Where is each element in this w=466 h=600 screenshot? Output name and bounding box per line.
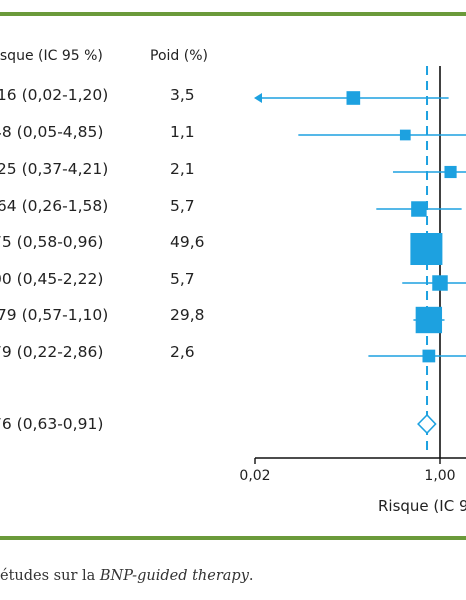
study-3-rr-text: ,25 (0,37-4,21)	[0, 160, 109, 178]
caption-italic: BNP-guided therapy	[99, 568, 249, 584]
risk-ratio-column-header: isque (IC 95 %)	[0, 48, 103, 64]
study-4-weight: 5,7	[170, 197, 195, 215]
study-8-weight: 2,6	[170, 343, 195, 361]
bottom-rule	[0, 536, 466, 540]
study-5-point	[410, 233, 443, 265]
study-7-rr-text: ,79 (0,57-1,10)	[0, 306, 109, 324]
x-tick-label: 1,00	[424, 468, 455, 484]
study-3-point	[444, 165, 457, 179]
pooled-rr-text: 76 (0,63-0,91)	[0, 415, 104, 433]
top-rule	[0, 12, 466, 16]
figure-caption: études sur la BNP-guided therapy.	[0, 568, 254, 584]
weight-column-header: Poid (%)	[150, 48, 208, 64]
x-tick-label: 0,02	[239, 468, 270, 484]
study-1-weight: 3,5	[170, 86, 195, 104]
pooled-diamond	[417, 413, 437, 435]
study-8-point	[422, 349, 436, 363]
study-5-rr-text: 75 (0,58-0,96)	[0, 233, 104, 251]
study-2-point	[399, 129, 411, 141]
study-4-rr-text: ,64 (0,26-1,58)	[0, 197, 109, 215]
study-5-weight: 49,6	[170, 233, 205, 251]
study-6-rr-text: 00 (0,45-2,22)	[0, 270, 104, 288]
study-2-rr-text: 48 (0,05-4,85)	[0, 123, 104, 141]
study-4-point	[411, 201, 427, 217]
study-8-rr-text: 79 (0,22-2,86)	[0, 343, 104, 361]
caption-prefix: études sur la	[0, 568, 100, 584]
caption-suffix: .	[248, 568, 254, 584]
x-axis-title: Risque (IC 9	[378, 497, 466, 515]
study-6-point	[432, 275, 448, 291]
study-2-weight: 1,1	[170, 123, 195, 141]
study-6-weight: 5,7	[170, 270, 195, 288]
study-7-point	[415, 306, 443, 334]
study-3-weight: 2,1	[170, 160, 195, 178]
study-1-point	[346, 91, 361, 105]
study-7-weight: 29,8	[170, 306, 205, 324]
study-1-ci-arrow	[254, 93, 262, 103]
study-1-rr-text: ,16 (0,02-1,20)	[0, 86, 109, 104]
